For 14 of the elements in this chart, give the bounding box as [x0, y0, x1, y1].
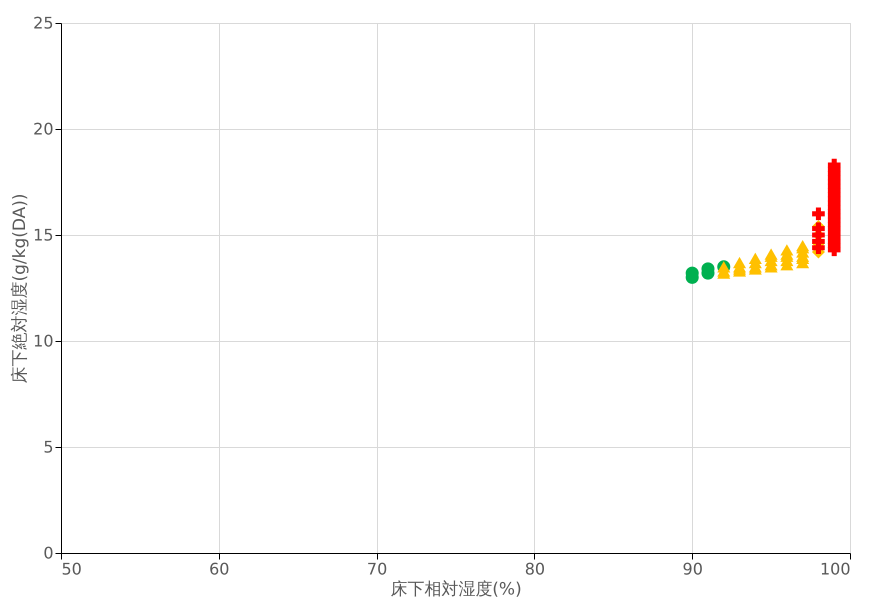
x-tick-label: 60: [209, 560, 230, 578]
y-tick-label: 15: [33, 226, 54, 244]
y-tick-label: 10: [33, 332, 54, 350]
y-axis-title: 床下絶対湿度(g/kg(DA)): [10, 193, 30, 384]
y-tick-label: 25: [33, 14, 54, 32]
x-axis-title: 床下相対湿度(%): [390, 580, 522, 600]
y-tick-label: 20: [33, 120, 54, 138]
x-tick-label: 70: [366, 560, 388, 578]
y-tick-label: 0: [43, 544, 54, 562]
x-tick-label: 90: [682, 560, 703, 578]
y-tick-label: 5: [43, 438, 54, 456]
x-tick-label: 100: [820, 560, 850, 578]
x-tick-label: 50: [62, 560, 82, 578]
x-tick-label: 80: [524, 560, 546, 578]
